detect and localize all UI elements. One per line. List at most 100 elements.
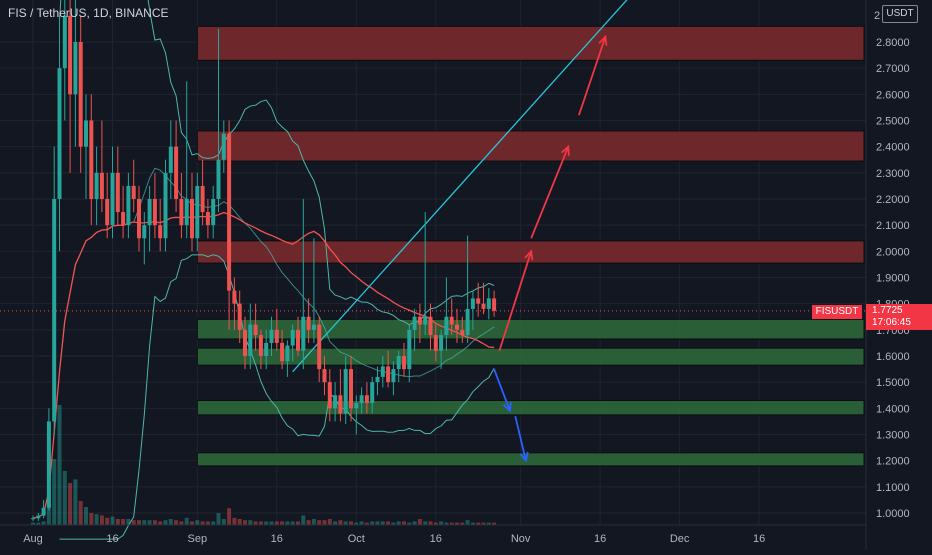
volume-bar	[105, 517, 110, 525]
volume-bar	[258, 521, 263, 525]
x-axis: Aug 16 Sep 16 Oct 16 Nov 16 Dec 16	[0, 524, 866, 545]
volume-bar	[476, 522, 481, 525]
volume-bar	[481, 522, 486, 525]
volume-bar	[402, 521, 406, 525]
volume-bar	[31, 522, 35, 525]
volume-bar	[412, 521, 417, 525]
candle-body	[322, 369, 327, 383]
candle-body	[237, 303, 242, 330]
volume-bar	[248, 520, 253, 525]
x-tick-label: 16	[430, 533, 442, 545]
candle-body	[84, 120, 88, 147]
volume-bar	[333, 521, 338, 525]
resistance-zone	[196, 130, 865, 162]
volume-bar	[343, 521, 348, 525]
candle-body	[306, 316, 311, 330]
x-tick-label: Sep	[188, 533, 208, 545]
last-price-value: 1.7725	[872, 305, 903, 316]
support-zone	[196, 318, 865, 340]
candle-body	[152, 199, 157, 226]
bullish-arrow-2	[530, 144, 570, 239]
candle-body	[68, 15, 73, 95]
volume-bar	[465, 520, 470, 525]
volume-bar	[168, 519, 173, 525]
candle-body	[349, 369, 353, 409]
volume-bar	[174, 520, 179, 525]
candle-body	[137, 199, 141, 239]
y-tick-label: 1.6000	[876, 351, 910, 363]
y-tick-label: 1.2000	[876, 456, 910, 468]
candle-body	[248, 324, 253, 356]
y-tick-label: 2.4000	[876, 142, 910, 154]
arrow-segment	[498, 251, 533, 352]
candle-body	[311, 324, 316, 330]
currency-selector[interactable]: USDT	[882, 5, 918, 23]
candle-body	[449, 316, 454, 325]
resistance-zone	[196, 25, 865, 61]
volume-bar	[46, 501, 51, 525]
volume-bar	[269, 521, 274, 525]
volume-bar	[243, 520, 247, 525]
volume-bar	[163, 520, 168, 525]
candle-body	[269, 329, 274, 343]
candle-body	[343, 369, 348, 414]
volume-bar	[147, 520, 152, 525]
candle-body	[428, 316, 433, 336]
volume-bar	[73, 479, 78, 525]
candle-body	[402, 356, 406, 370]
y-tick-label: 1.5000	[876, 377, 910, 389]
volume-bar	[370, 521, 375, 525]
volume-bar	[349, 521, 353, 525]
candle-body	[274, 329, 279, 343]
x-tick-label: Nov	[511, 533, 531, 545]
x-tick-label: Oct	[348, 533, 365, 545]
candle-body	[89, 120, 94, 199]
volume-bar	[274, 521, 279, 525]
volume-bar	[68, 483, 73, 525]
candle-body	[465, 308, 470, 336]
candle-body	[296, 329, 300, 351]
chart-title: FIS / TetherUS, 1D, BINANCE	[8, 6, 169, 20]
volume-bar	[380, 521, 385, 525]
volume-bar	[179, 521, 184, 525]
candle-body	[470, 298, 475, 309]
candle-body	[439, 335, 444, 351]
candle-body	[73, 42, 78, 95]
y-tick-label: 2.2000	[876, 194, 910, 206]
candle-body	[31, 518, 35, 520]
volume-bar	[62, 471, 67, 525]
volume-bar	[290, 521, 295, 525]
arrow-head	[519, 451, 529, 463]
candles	[31, 0, 497, 521]
zones	[196, 25, 865, 467]
indicator-overlays	[0, 0, 866, 540]
volume-bar	[253, 521, 258, 525]
candle-body	[290, 329, 295, 346]
candle-body	[333, 395, 338, 409]
y-tick-label: 2.5000	[876, 116, 910, 128]
candle-body	[221, 133, 226, 160]
candle-body	[142, 225, 147, 239]
volume-bar	[417, 519, 422, 525]
last-price-badge: 1.7725 17:06:45	[866, 304, 932, 330]
y-tick-label: 2.0000	[876, 246, 910, 258]
candle-body	[327, 382, 332, 409]
candle-body	[301, 316, 306, 351]
volume-bar	[338, 520, 343, 525]
volume-bar	[375, 521, 380, 525]
candle-body	[36, 515, 41, 519]
candle-body	[184, 199, 189, 226]
x-tick-label: 16	[106, 533, 118, 545]
candle-body	[264, 342, 269, 356]
y-tick-label: 1.9000	[876, 273, 910, 285]
candle-body	[391, 369, 396, 383]
volume-bar	[396, 521, 401, 525]
bearish-arrow-2	[514, 415, 529, 463]
volume-bar	[152, 520, 157, 525]
candle-body	[486, 298, 491, 309]
candle-body	[110, 172, 115, 226]
volume-bar	[492, 522, 497, 525]
candle-body	[386, 366, 391, 383]
